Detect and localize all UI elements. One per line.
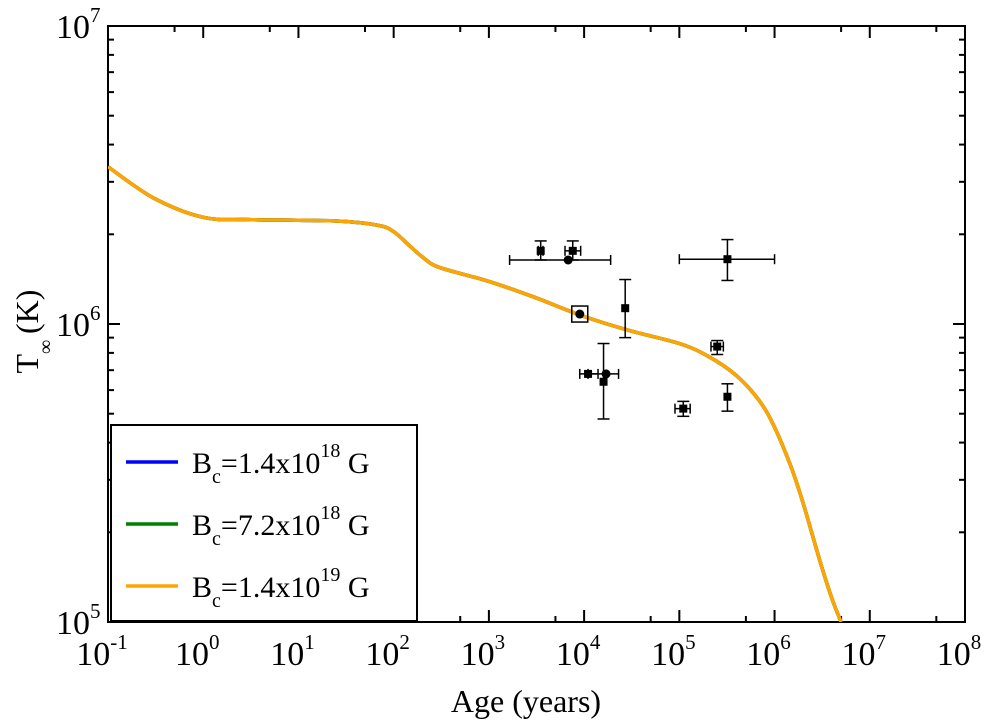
legend-label-end: G — [340, 571, 369, 604]
y-tick-label-base: 10 — [56, 9, 90, 46]
y-tick-label: 105 — [56, 599, 101, 642]
data-point-square — [536, 246, 545, 255]
data-point-square — [713, 342, 722, 351]
x-tick-label: 105 — [651, 630, 696, 673]
observation — [508, 254, 612, 265]
x-tick-labels: 10-1 100 101 102 103 104 105 106 107 108 — [76, 630, 981, 673]
x-tick-label: 108 — [937, 630, 982, 673]
observations — [508, 238, 776, 420]
data-point-square — [621, 304, 630, 313]
y-tick-label-exp: 7 — [90, 3, 101, 27]
y-axis-label: T ∞ (K) — [9, 290, 57, 374]
legend-label: Bc=7.2x1018 G — [192, 502, 370, 550]
x-tick-label-exp: 2 — [399, 630, 410, 654]
x-tick-label: 102 — [365, 630, 410, 673]
series-line — [108, 165, 843, 622]
y-axis-label-sub: ∞ — [35, 340, 57, 354]
legend-label: Bc=1.4x1019 G — [192, 564, 370, 612]
observation — [674, 400, 691, 418]
y-axis-label-unit: (K) — [9, 290, 45, 334]
legend-label-end: G — [340, 509, 369, 542]
x-tick-label-base: 10 — [365, 636, 399, 673]
x-tick-label-base: 10 — [76, 636, 110, 673]
x-tick-label-exp: -1 — [110, 630, 128, 654]
x-tick-label: 100 — [175, 630, 220, 673]
data-point-square — [568, 246, 577, 255]
x-tick-label-base: 10 — [651, 636, 685, 673]
legend-label-B: B — [192, 447, 212, 480]
legend-label-sup: 18 — [320, 440, 340, 462]
y-tick-label-base: 10 — [56, 307, 90, 344]
legend-label: Bc=1.4x1018 G — [192, 440, 370, 488]
y-tick-label-exp: 5 — [90, 599, 101, 623]
x-tick-label-base: 10 — [746, 636, 780, 673]
observation — [721, 383, 734, 412]
x-tick-label-base: 10 — [937, 636, 971, 673]
data-point-square — [599, 377, 608, 386]
y-axis-label-main: T — [9, 354, 45, 374]
x-tick-label-exp: 8 — [971, 630, 982, 654]
x-tick-label-exp: 3 — [495, 630, 506, 654]
legend-label-B: B — [192, 509, 212, 542]
series-lines — [108, 165, 843, 622]
data-point-circle — [563, 255, 573, 265]
data-point-square — [679, 404, 688, 413]
legend-label-sub: c — [212, 528, 221, 550]
y-tick-label: 106 — [56, 301, 101, 344]
legend-label-B: B — [192, 571, 212, 604]
legend-label-sub: c — [212, 466, 221, 488]
x-tick-label-exp: 4 — [590, 630, 601, 654]
legend-label-end: G — [340, 447, 369, 480]
x-axis-label: Age (years) — [451, 683, 601, 719]
x-tick-label-base: 10 — [842, 636, 876, 673]
legend-label-mid: =1.4x10 — [221, 571, 320, 604]
legend-label-sup: 18 — [320, 502, 340, 524]
data-point-square — [723, 392, 732, 401]
data-point-square — [723, 255, 732, 264]
x-tick-label-exp: 7 — [876, 630, 887, 654]
y-tick-label-base: 10 — [56, 605, 90, 642]
y-tick-label-exp: 6 — [90, 301, 101, 325]
x-tick-label-base: 10 — [461, 636, 495, 673]
y-tick-label: 107 — [56, 3, 101, 46]
x-tick-label: 103 — [461, 630, 506, 673]
x-tick-label: 107 — [842, 630, 887, 673]
x-tick-label-exp: 1 — [304, 630, 315, 654]
x-tick-label-base: 10 — [556, 636, 590, 673]
observation — [678, 238, 776, 282]
data-point-circle — [575, 309, 585, 319]
x-tick-label: 101 — [270, 630, 315, 673]
observation — [710, 339, 725, 356]
observation — [619, 278, 632, 339]
highlight-box — [571, 305, 589, 323]
x-tick-label-exp: 5 — [685, 630, 696, 654]
x-tick-label: 104 — [556, 630, 601, 673]
legend-label-mid: =7.2x10 — [221, 509, 320, 542]
x-tick-label-base: 10 — [270, 636, 304, 673]
legend-label-mid: =1.4x10 — [221, 447, 320, 480]
x-tick-label-base: 10 — [175, 636, 209, 673]
x-tick-label-exp: 0 — [209, 630, 220, 654]
legend: Bc=1.4x1018 GBc=7.2x1018 GBc=1.4x1019 G — [110, 424, 418, 622]
legend-label-sub: c — [212, 590, 221, 612]
x-tick-label: 10-1 — [76, 630, 128, 673]
x-tick-label: 106 — [746, 630, 791, 673]
observation — [571, 305, 589, 323]
x-tick-label-exp: 6 — [780, 630, 791, 654]
legend-label-sup: 19 — [320, 564, 340, 586]
observation — [597, 342, 610, 420]
